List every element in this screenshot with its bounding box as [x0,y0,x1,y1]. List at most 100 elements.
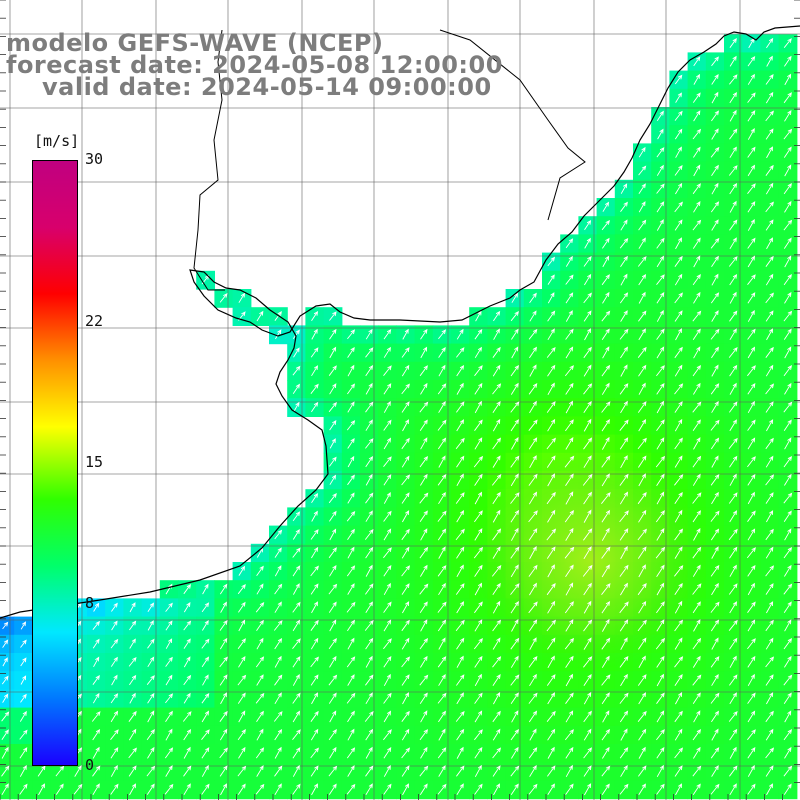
wind-arrow [491,564,502,577]
wind-arrow [146,729,155,741]
wind-arrow [747,510,756,522]
wind-arrow [602,201,610,212]
wind-arrow [92,620,100,630]
wind-arrow [619,783,629,795]
wind-arrow [692,601,701,614]
wind-arrow [710,564,720,577]
wind-arrow [675,92,682,103]
wind-arrow [128,656,137,667]
wind-arrow [328,729,337,741]
wind-arrow [620,765,628,777]
wind-arrow [365,328,373,340]
wind-arrow [328,492,337,504]
wind-arrow [602,291,610,304]
wind-arrow [511,710,519,723]
wind-arrow [729,655,737,668]
wind-arrow [1,675,9,685]
wind-arrow [601,583,611,595]
wind-arrow [728,583,738,595]
wind-cell [0,707,15,727]
wind-arrow [238,710,246,723]
wind-arrow [619,619,629,632]
wind-arrow [219,637,228,650]
wind-arrow [292,674,300,686]
wind-arrow [383,510,392,522]
wind-arrow [129,602,136,613]
wind-arrow [292,383,300,394]
wind-arrow [492,600,501,614]
wind-arrow [419,510,428,523]
wind-arrow [638,473,646,487]
wind-arrow [747,747,756,759]
wind-arrow [20,621,27,630]
wind-arrow [583,292,592,304]
colorbar-tick-22: 22 [85,311,104,330]
wind-arrow [619,710,629,723]
wind-arrow [220,783,227,796]
wind-arrow [656,255,665,268]
wind-arrow [656,365,665,377]
wind-arrow [747,92,756,103]
wind-arrow [747,673,755,687]
wind-arrow [783,237,792,249]
wind-arrow [365,746,373,759]
wind-arrow [474,747,483,759]
wind-arrow [729,182,738,195]
wind-arrow [728,619,738,631]
wind-arrow [601,509,611,523]
wind-arrow [292,729,301,740]
wind-arrow [656,382,665,395]
wind-arrow [583,582,592,596]
wind-arrow [565,764,573,778]
wind-arrow [747,783,756,795]
wind-arrow [292,329,300,339]
wind-arrow [547,473,556,487]
wind-arrow [474,619,483,632]
wind-arrow [638,419,647,432]
wind-arrow [674,310,683,322]
wind-arrow [583,491,592,505]
wind-arrow [474,764,482,778]
wind-arrow [383,673,391,687]
wind-arrow [474,382,483,395]
wind-arrow [546,582,556,596]
wind-arrow [165,710,173,723]
wind-arrow [474,655,483,668]
wind-arrow [474,437,483,450]
wind-arrow [329,346,337,359]
wind-arrow [565,436,574,450]
wind-arrow [365,473,373,486]
wind-arrow [729,273,738,286]
wind-arrow [546,437,556,450]
wind-arrow [1,783,9,796]
wind-arrow [20,675,27,685]
wind-direction-arrows [1,37,793,796]
wind-arrow [728,528,738,541]
wind-arrow [693,255,701,268]
wind-arrow [547,600,556,614]
wind-arrow [201,638,210,649]
wind-arrow [765,401,774,413]
wind-arrow [274,783,282,796]
wind-arrow [583,656,593,668]
wind-arrow [765,546,774,559]
wind-arrow [674,546,683,559]
wind-arrow [656,527,665,541]
wind-arrow [347,637,355,650]
wind-arrow [747,73,755,85]
wind-arrow [583,674,592,686]
wind-arrow [710,437,720,450]
wind-arrow [546,401,556,413]
colorbar [32,160,78,766]
wind-arrow [656,783,665,795]
wind-arrow [783,274,792,286]
wind-arrow [638,310,647,322]
wind-arrow [729,200,737,213]
wind-arrow [765,455,774,468]
wind-arrow [365,783,373,796]
wind-arrow [656,147,665,158]
wind-arrow [347,364,355,377]
wind-arrow [510,492,520,504]
wind-arrow [165,728,173,741]
wind-arrow [474,365,483,377]
